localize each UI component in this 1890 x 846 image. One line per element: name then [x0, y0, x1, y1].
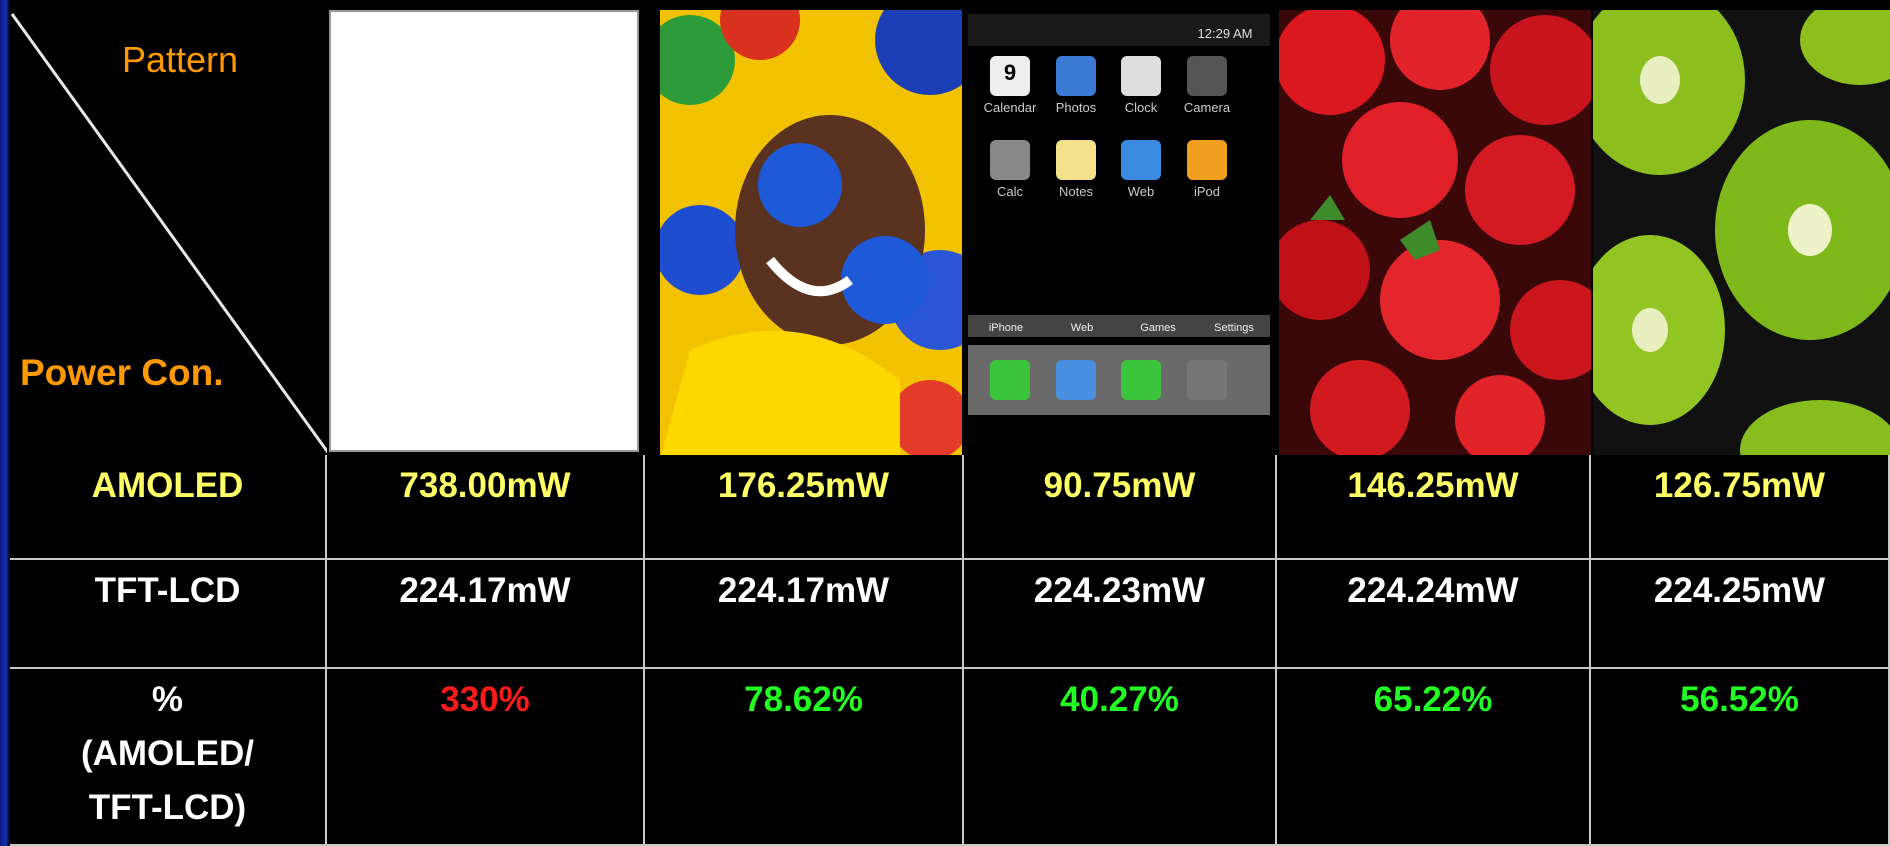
app-icon: [1121, 56, 1161, 96]
corner-top-label: Pattern: [122, 39, 238, 80]
white-pattern: [329, 10, 639, 452]
diagonal: [10, 13, 334, 459]
strawberry-photo: [1279, 10, 1591, 455]
app-icon: [990, 56, 1030, 96]
app-icon: [1121, 140, 1161, 180]
row-label: AMOLED: [10, 455, 327, 560]
power-value: 146.25mW: [1277, 455, 1591, 560]
app-icon: [1187, 140, 1227, 180]
power-value: 224.23mW: [964, 560, 1277, 669]
tab-label: Web: [1071, 322, 1093, 334]
status-bar: [968, 14, 1270, 46]
app-label: Calc: [997, 184, 1024, 199]
power-value: 330%: [327, 669, 645, 846]
calendar-date: 9: [1004, 60, 1016, 85]
power-value: 224.25mW: [1591, 560, 1890, 669]
dock-icon: [1121, 360, 1161, 400]
dock-icon: [990, 360, 1030, 400]
app-label: Calendar: [984, 100, 1037, 115]
power-value: 90.75mW: [964, 455, 1277, 560]
app-label: iPod: [1194, 184, 1220, 199]
kiwi-photo: [1593, 10, 1890, 455]
power-value: 224.17mW: [327, 560, 645, 669]
power-value: 126.75mW: [1591, 455, 1890, 560]
row-label: TFT-LCD: [10, 560, 327, 669]
balls-photo: [660, 10, 962, 455]
dock-icon: [1187, 360, 1227, 400]
app-icon: [1187, 56, 1227, 96]
power-value: 738.00mW: [327, 455, 645, 560]
app-icon: [1056, 140, 1096, 180]
power-value: 224.17mW: [645, 560, 964, 669]
app-label: Notes: [1059, 184, 1093, 199]
app-label: Clock: [1125, 100, 1158, 115]
app-label: Camera: [1184, 100, 1231, 115]
power-value: 40.27%: [964, 669, 1277, 846]
app-label: Photos: [1056, 100, 1097, 115]
row-label: % (AMOLED/ TFT-LCD): [10, 669, 327, 846]
status-time: 12:29 AM: [1198, 26, 1253, 41]
power-value: 65.22%: [1277, 669, 1591, 846]
phone-ui: 12:29 AM Calendar Photos Clock Camera Calc Not…: [984, 26, 1254, 400]
power-value: 78.62%: [645, 669, 964, 846]
app-icon: [1056, 56, 1096, 96]
tab-label: Games: [1140, 322, 1176, 334]
power-value: 224.24mW: [1277, 560, 1591, 669]
corner-bottom-label: Power Con.: [20, 352, 224, 393]
tab-label: Settings: [1214, 322, 1254, 334]
tab-label: iPhone: [989, 322, 1023, 334]
power-value: 56.52%: [1591, 669, 1890, 846]
app-label: Web: [1128, 184, 1155, 199]
power-value: 176.25mW: [645, 455, 964, 560]
dock-icon: [1056, 360, 1096, 400]
tab-bar: [968, 315, 1270, 337]
app-icon: [990, 140, 1030, 180]
